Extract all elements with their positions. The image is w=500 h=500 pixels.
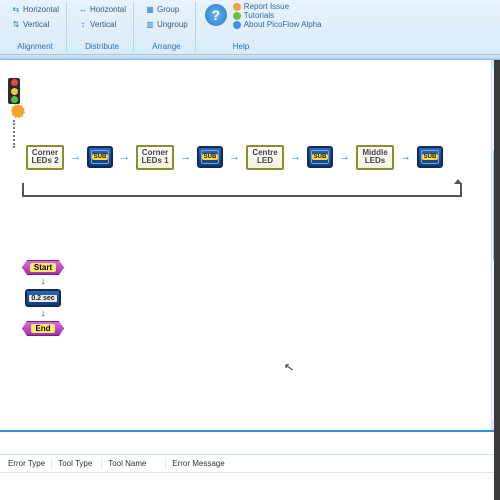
- tutorials-label: Tutorials: [244, 11, 274, 20]
- sub-label: SUB: [312, 154, 329, 160]
- distribute-vertical-button[interactable]: ↕ Vertical: [74, 17, 130, 31]
- ungroup-button[interactable]: ▥ Ungroup: [141, 17, 192, 31]
- sub-label: SUB: [422, 154, 439, 160]
- align-vertical-label: Vertical: [23, 20, 49, 29]
- arrow-right-icon: →: [339, 151, 350, 163]
- flow-canvas[interactable]: CornerLEDs 2 → SUB → CornerLEDs 1 → SUB → Centre…: [0, 60, 500, 430]
- start-end-stack: Start ↓ 0.2 sec ↓ End: [22, 260, 64, 336]
- ungroup-button-label: Ungroup: [157, 20, 188, 29]
- sub-label: SUB: [202, 154, 219, 160]
- traffic-light-icon: [8, 78, 20, 104]
- group-label-distribute: Distribute: [74, 42, 130, 52]
- arrow-down-icon: ↓: [41, 311, 46, 317]
- distribute-horizontal-icon: ↔: [78, 4, 88, 14]
- col-error-msg[interactable]: Error Message: [166, 458, 230, 469]
- group-label-help: Help: [231, 42, 324, 52]
- ribbon: ⇆ Horizontal ⇅ Vertical Alignment ↔ Hori…: [0, 0, 500, 55]
- end-label: End: [31, 324, 54, 333]
- distribute-vertical-icon: ↕: [78, 19, 88, 29]
- help-icon[interactable]: ?: [205, 4, 227, 26]
- distribute-horizontal-label: Horizontal: [90, 5, 126, 14]
- flow-node-proc[interactable]: CornerLEDs 1: [136, 145, 174, 170]
- error-columns: Error Type Tool Type Tool Name Error Mes…: [0, 455, 500, 473]
- gear-icon: [11, 104, 25, 118]
- flow-node-sub[interactable]: SUB: [87, 146, 113, 168]
- align-horizontal-button[interactable]: ⇆ Horizontal: [7, 2, 63, 16]
- group-label-arrange: Arrange: [141, 42, 192, 52]
- start-label: Start: [30, 263, 56, 272]
- flow-node-sub[interactable]: SUB: [417, 146, 443, 168]
- tutorials-link[interactable]: Tutorials: [231, 11, 324, 20]
- report-issue-link[interactable]: Report Issue: [231, 2, 324, 11]
- align-horizontal-label: Horizontal: [23, 5, 59, 14]
- tutorials-icon: [233, 12, 241, 20]
- group-icon: ▦: [145, 4, 155, 14]
- flow-node-proc[interactable]: CentreLED: [246, 145, 284, 170]
- flow-node-proc[interactable]: MiddleLEDs: [356, 145, 394, 170]
- arrow-right-icon: →: [229, 151, 240, 163]
- flow-nodes: CornerLEDs 2 → SUB → CornerLEDs 1 → SUB → Centre…: [26, 145, 443, 170]
- sub-label: SUB: [92, 154, 109, 160]
- flow-node-proc[interactable]: CornerLEDs 2: [26, 145, 64, 170]
- flow-lane: CornerLEDs 2 → SUB → CornerLEDs 1 → SUB → Centre…: [16, 145, 490, 200]
- delay-label: 0.2 sec: [29, 295, 56, 302]
- col-tool-name[interactable]: Tool Name: [102, 458, 166, 469]
- arrow-right-icon: →: [70, 151, 81, 163]
- col-error-type[interactable]: Error Type: [2, 458, 52, 469]
- flow-node-sub[interactable]: SUB: [197, 146, 223, 168]
- about-label: About PicoFlow Alpha: [244, 20, 322, 29]
- return-line: [22, 183, 462, 197]
- align-vertical-icon: ⇅: [11, 19, 21, 29]
- group-button[interactable]: ▦ Group: [141, 2, 192, 16]
- arrow-down-icon: ↓: [41, 279, 46, 285]
- align-horizontal-icon: ⇆: [11, 4, 21, 14]
- delay-node[interactable]: 0.2 sec: [25, 289, 61, 307]
- col-tool-type[interactable]: Tool Type: [52, 458, 102, 469]
- ribbon-group-distribute: ↔ Horizontal ↕ Vertical Distribute: [71, 2, 134, 52]
- about-icon: [233, 21, 241, 29]
- error-panel: Error Type Tool Type Tool Name Error Mes…: [0, 430, 500, 500]
- ungroup-icon: ▥: [145, 19, 155, 29]
- arrow-right-icon: →: [400, 151, 411, 163]
- cursor-icon: ↖: [283, 359, 295, 375]
- start-node[interactable]: Start: [22, 260, 64, 275]
- about-link[interactable]: About PicoFlow Alpha: [231, 20, 324, 29]
- end-node[interactable]: End: [22, 321, 64, 336]
- ribbon-group-alignment: ⇆ Horizontal ⇅ Vertical Alignment: [4, 2, 67, 52]
- group-button-label: Group: [157, 5, 179, 14]
- ribbon-group-help: ? Report Issue Tutorials About PicoFlow …: [200, 2, 327, 52]
- arrow-right-icon: →: [119, 151, 130, 163]
- feed-line: [13, 120, 15, 148]
- distribute-horizontal-button[interactable]: ↔ Horizontal: [74, 2, 130, 16]
- ribbon-group-arrange: ▦ Group ▥ Ungroup Arrange: [138, 2, 196, 52]
- arrow-right-icon: →: [180, 151, 191, 163]
- flow-node-sub[interactable]: SUB: [307, 146, 333, 168]
- arrow-right-icon: →: [290, 151, 301, 163]
- right-shade: [494, 60, 500, 500]
- distribute-vertical-label: Vertical: [90, 20, 116, 29]
- report-issue-label: Report Issue: [244, 2, 289, 11]
- group-label-alignment: Alignment: [7, 42, 63, 52]
- report-icon: [233, 3, 241, 11]
- align-vertical-button[interactable]: ⇅ Vertical: [7, 17, 63, 31]
